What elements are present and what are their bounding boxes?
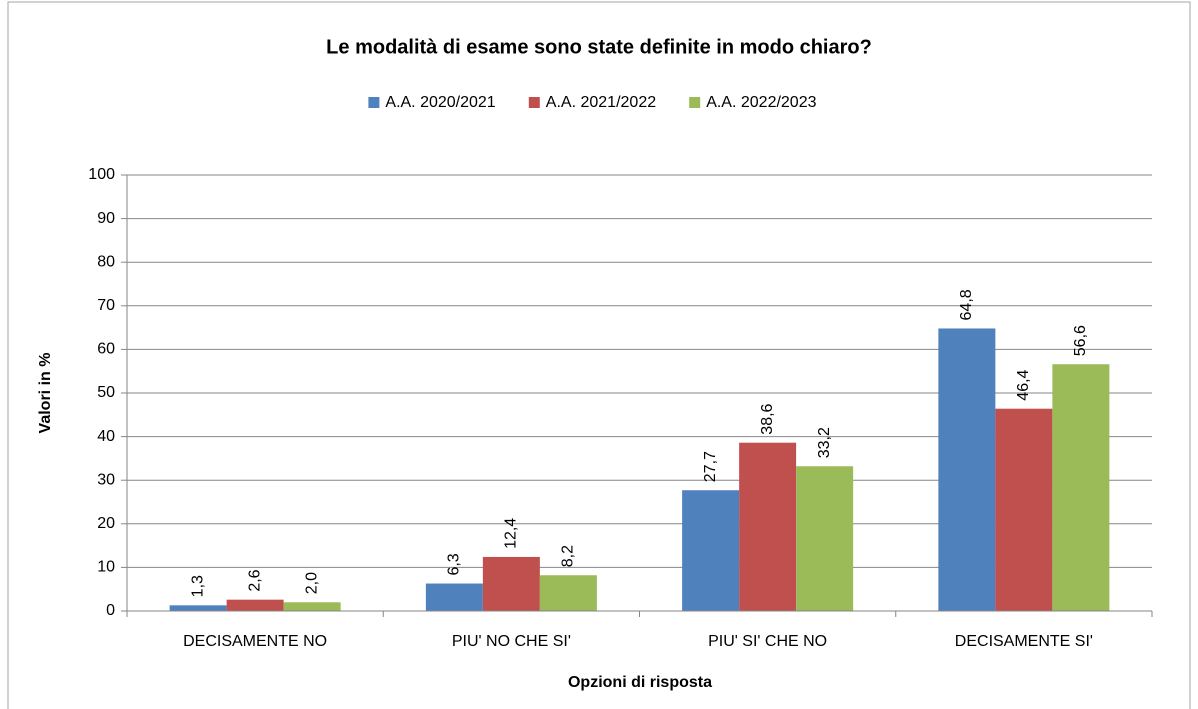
bar xyxy=(995,408,1053,611)
x-axis-title: Opzioni di risposta xyxy=(568,674,712,691)
value-label: 38,6 xyxy=(759,403,776,434)
value-label: 2,0 xyxy=(303,572,320,594)
bar xyxy=(539,575,597,611)
legend-swatch xyxy=(368,97,380,108)
bar xyxy=(283,602,341,611)
value-label: 27,7 xyxy=(702,451,719,482)
x-tick-label: DECISAMENTE SI' xyxy=(955,633,1093,650)
chart-title: Le modalità di esame sono state definite… xyxy=(326,36,872,58)
value-label: 56,6 xyxy=(1072,325,1089,356)
bar xyxy=(425,583,483,611)
value-label: 1,3 xyxy=(189,575,206,597)
legend-swatch xyxy=(528,97,540,108)
value-label: 8,2 xyxy=(560,545,577,567)
legend-swatch xyxy=(689,97,701,108)
value-label: 6,3 xyxy=(446,553,463,575)
bar xyxy=(739,442,797,611)
y-tick-label: 50 xyxy=(97,384,115,401)
bar xyxy=(226,599,284,611)
y-tick-label: 70 xyxy=(97,297,115,314)
legend-label: A.A. 2021/2022 xyxy=(546,94,656,111)
x-tick-label: DECISAMENTE NO xyxy=(183,633,327,650)
y-axis-title: Valori in % xyxy=(37,353,54,434)
y-tick-label: 20 xyxy=(97,515,115,532)
y-tick-label: 60 xyxy=(97,341,115,358)
y-tick-label: 40 xyxy=(97,428,115,445)
value-label: 2,6 xyxy=(246,569,263,591)
bar xyxy=(796,466,854,611)
legend-label: A.A. 2020/2021 xyxy=(385,94,495,111)
bar xyxy=(169,605,227,611)
bar xyxy=(1052,364,1110,611)
value-label: 12,4 xyxy=(503,518,520,549)
y-tick-label: 90 xyxy=(97,210,115,227)
value-label: 46,4 xyxy=(1015,369,1032,400)
y-tick-label: 100 xyxy=(88,166,115,183)
x-tick-label: PIU' SI' CHE NO xyxy=(708,633,827,650)
legend-label: A.A. 2022/2023 xyxy=(706,94,816,111)
value-label: 33,2 xyxy=(816,427,833,458)
y-tick-label: 10 xyxy=(97,559,115,576)
value-label: 64,8 xyxy=(958,289,975,320)
y-tick-label: 0 xyxy=(106,602,115,619)
bar xyxy=(682,490,740,611)
bar xyxy=(938,328,996,611)
x-tick-label: PIU' NO CHE SI' xyxy=(452,633,571,650)
y-tick-label: 80 xyxy=(97,253,115,270)
y-tick-label: 30 xyxy=(97,471,115,488)
bar xyxy=(482,556,540,611)
